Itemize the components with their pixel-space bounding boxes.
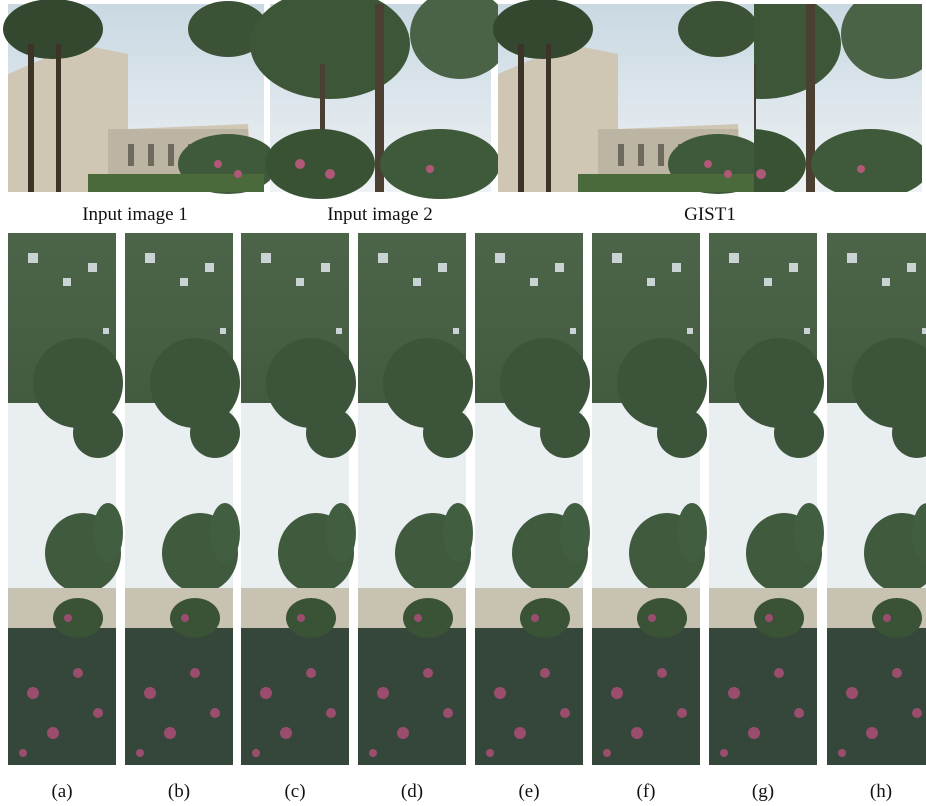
result-strip	[592, 233, 707, 765]
input-image-2	[250, 0, 510, 199]
strip-label: (h)	[870, 781, 892, 802]
strip-label: (b)	[168, 781, 190, 802]
strip-label: (f)	[637, 781, 656, 802]
strip-label: (e)	[518, 781, 539, 802]
result-strip	[8, 233, 123, 765]
result-strip	[358, 233, 473, 765]
strip-label: (c)	[284, 781, 305, 802]
caption: Input image 1	[82, 204, 188, 225]
result-strip	[125, 233, 240, 765]
result-strip	[827, 233, 926, 765]
strip-label: (d)	[401, 781, 423, 802]
caption: GIST1	[684, 204, 736, 225]
result-strip	[241, 233, 356, 765]
result-strip	[475, 233, 590, 765]
strip-label: (g)	[752, 781, 774, 802]
result-strips: (a) (b) (c) (d) (e) (f) (g) (h)	[8, 233, 926, 802]
gist1-image	[493, 0, 922, 194]
result-strip	[709, 233, 824, 765]
strip-label: (a)	[51, 781, 72, 802]
input-image-1	[3, 0, 278, 194]
caption: Input image 2	[327, 204, 433, 225]
